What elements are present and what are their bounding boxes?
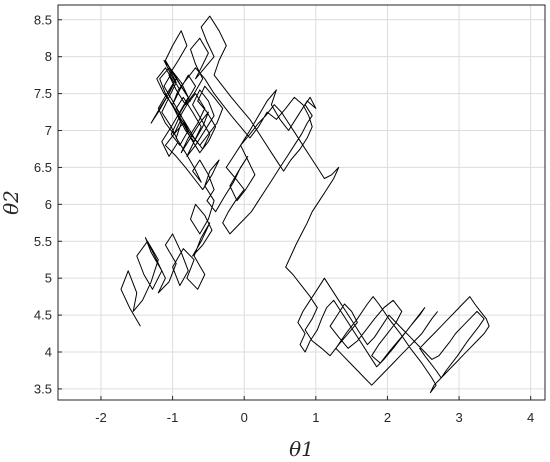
x-tick-label: 4 (527, 410, 534, 425)
plot-frame (57, 4, 546, 401)
y-tick-label: 8 (45, 49, 52, 64)
y-tick-label: 4 (45, 345, 52, 360)
y-tick-label: 6.5 (34, 160, 52, 175)
x-axis-ticks: -2 -1 0 1 2 3 4 (95, 396, 534, 425)
x-axis-label: θ1 (289, 437, 314, 461)
x-tick-label: -2 (95, 410, 107, 425)
x-tick-label: 3 (455, 410, 462, 425)
y-tick-label: 8.5 (34, 12, 52, 27)
x-tick-label: 0 (241, 410, 248, 425)
y-tick-label: 4.5 (34, 308, 52, 323)
y-axis-label: θ2 (0, 190, 23, 215)
y-tick-label: 6 (45, 197, 52, 212)
y-tick-label: 5 (45, 271, 52, 286)
y-tick-label: 7 (45, 123, 52, 138)
grid-lines (58, 5, 545, 400)
x-tick-label: 1 (312, 410, 319, 425)
x-tick-label: -1 (167, 410, 179, 425)
x-tick-label: 2 (384, 410, 391, 425)
y-tick-label: 3.5 (34, 381, 52, 396)
y-axis-ticks: 3.5 4 4.5 5 5.5 6 6.5 7 7.5 8 8.5 (34, 12, 62, 396)
y-tick-label: 7.5 (34, 86, 52, 101)
series-line-theta-trajectory (120, 15, 490, 394)
series-group (120, 15, 490, 394)
y-tick-label: 5.5 (34, 234, 52, 249)
